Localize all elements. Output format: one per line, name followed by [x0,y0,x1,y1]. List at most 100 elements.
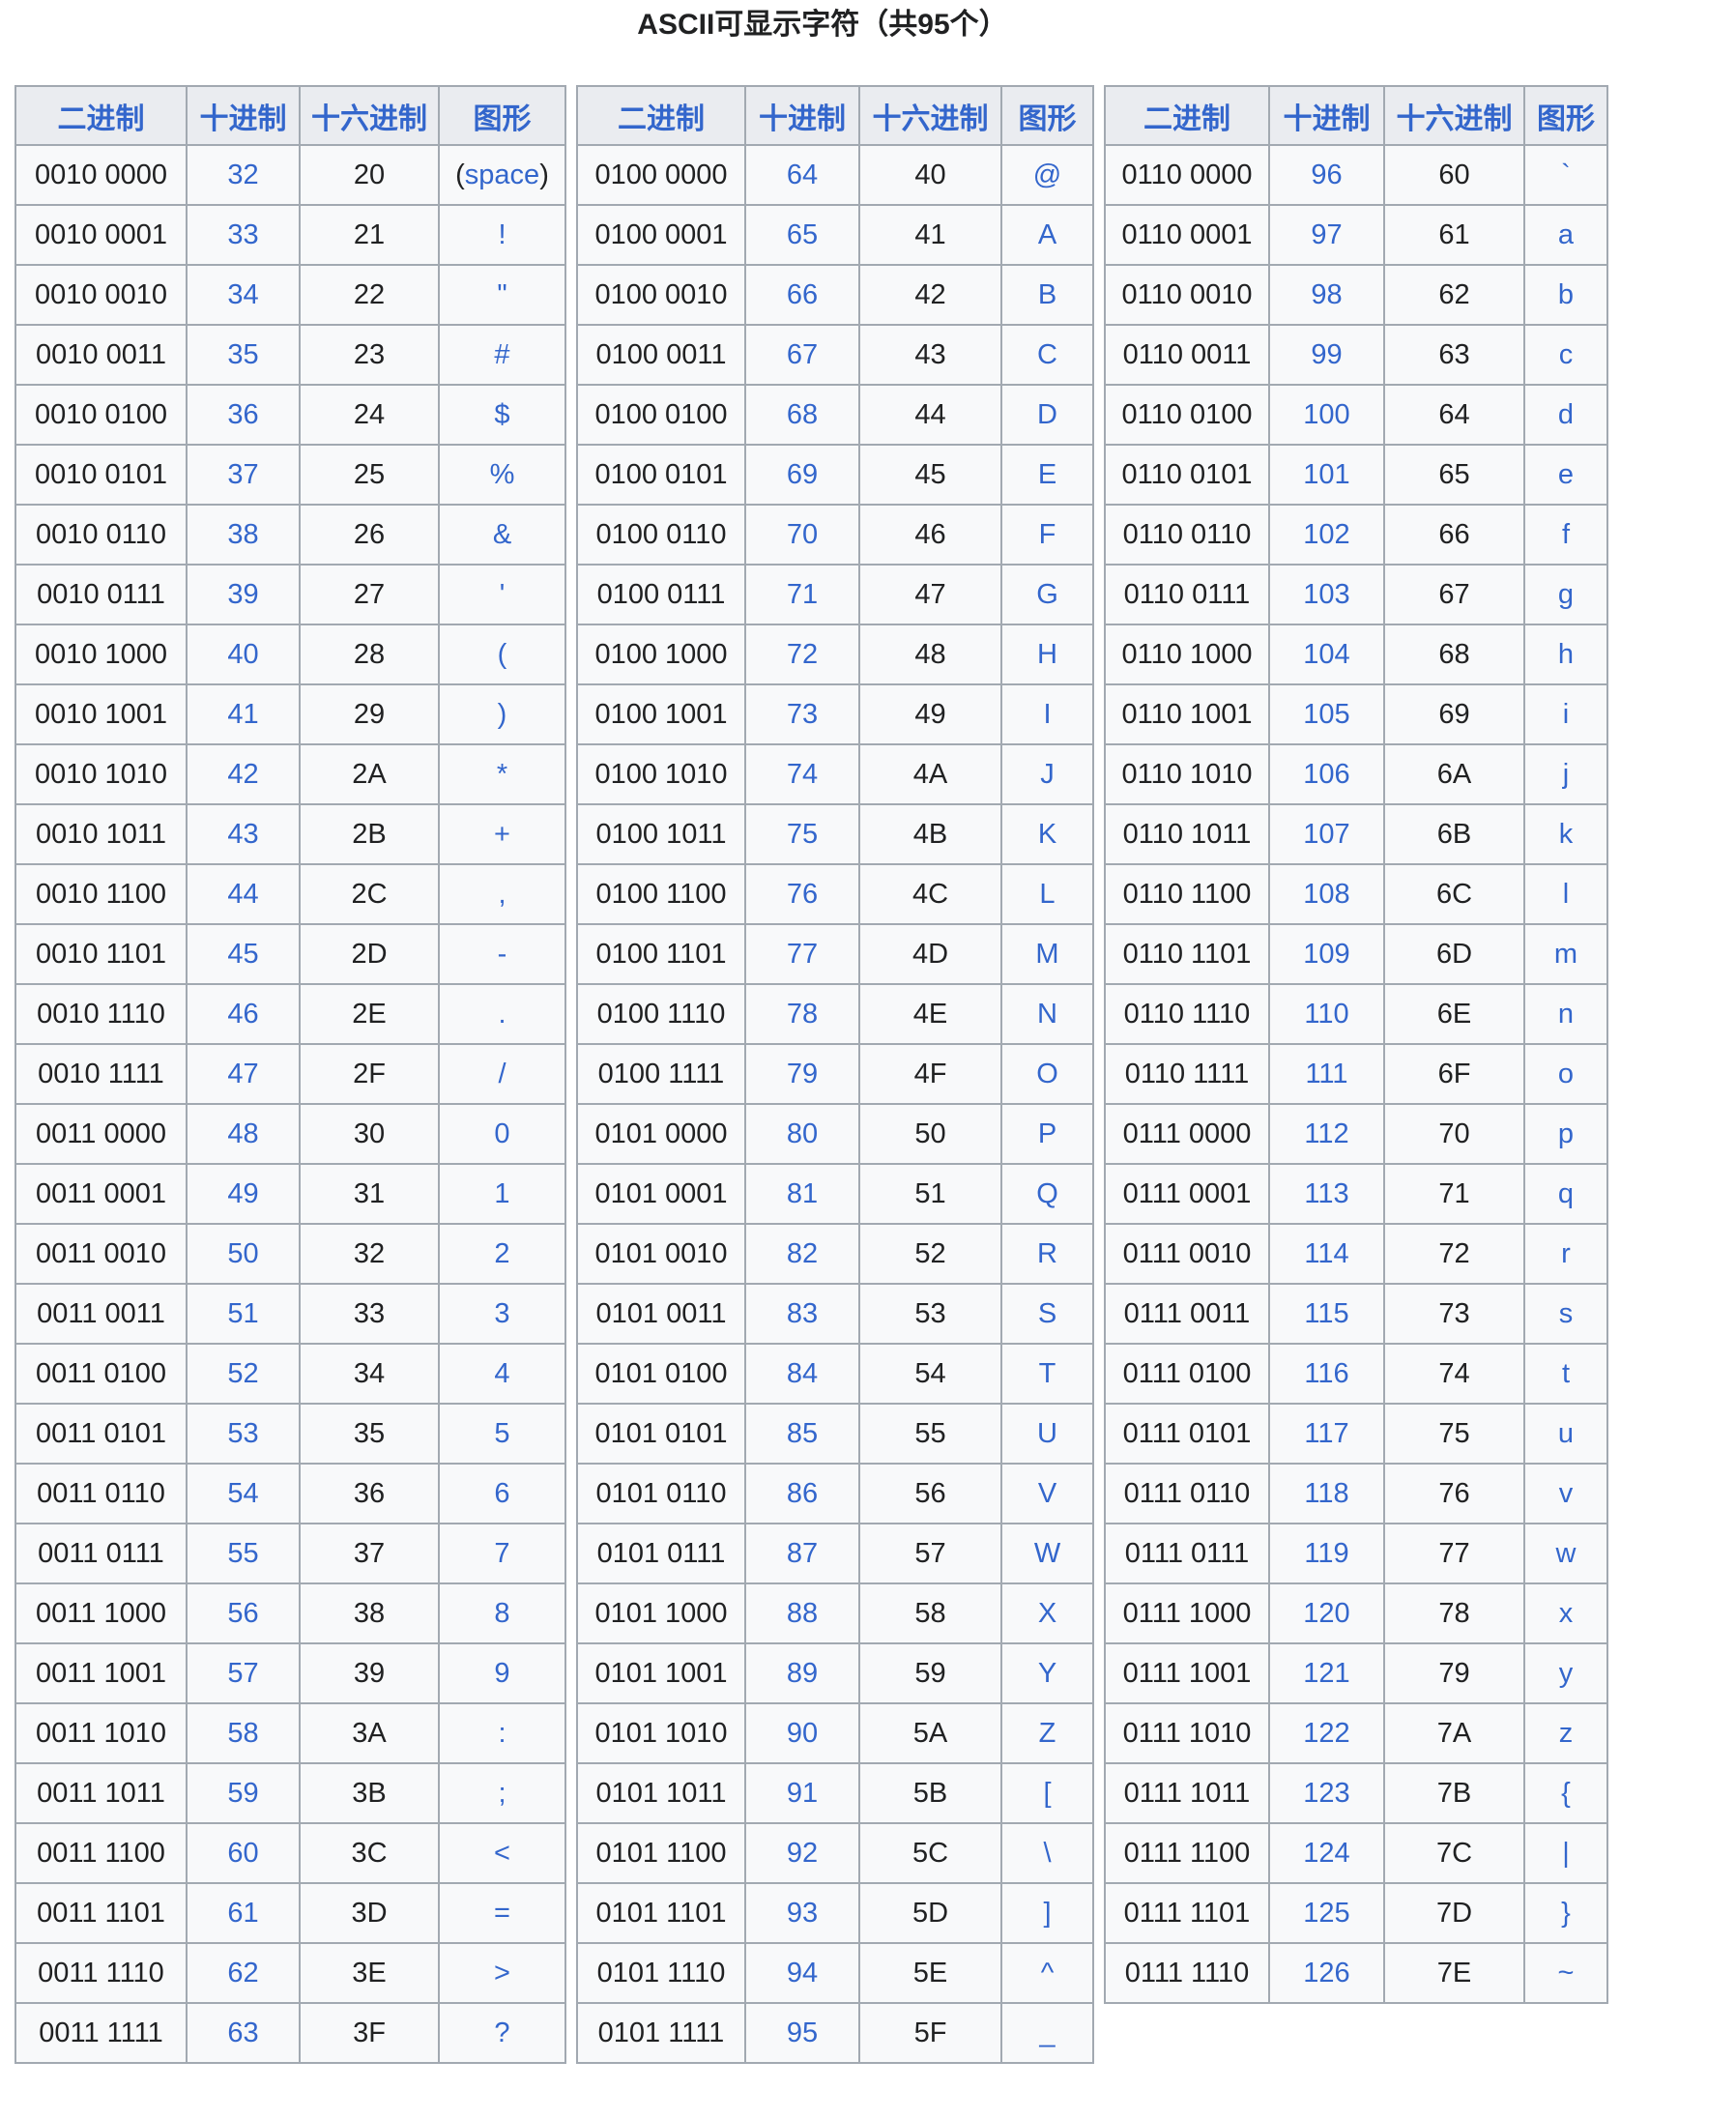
glyph-link[interactable]: [ [1043,1777,1052,1809]
glyph-link[interactable]: d [1557,398,1575,430]
glyph-link[interactable]: Y [1037,1657,1057,1689]
decimal-link[interactable]: 41 [227,698,259,730]
decimal-link[interactable]: 65 [786,218,819,250]
glyph-link[interactable]: e [1557,458,1575,490]
column-header-link-glyph[interactable]: 图形 [1018,102,1077,135]
decimal-link[interactable]: 104 [1303,638,1350,670]
glyph-link[interactable]: F [1038,518,1056,550]
glyph-link[interactable]: \ [1043,1837,1052,1869]
glyph-link[interactable]: L [1039,878,1056,910]
column-header-link-decimal[interactable]: 十进制 [759,102,846,135]
glyph-link[interactable]: S [1037,1297,1057,1329]
glyph-link[interactable]: 8 [494,1597,510,1629]
decimal-link[interactable]: 112 [1304,1118,1349,1149]
decimal-link[interactable]: 93 [786,1897,819,1929]
decimal-link[interactable]: 125 [1303,1897,1350,1929]
glyph-link[interactable]: @ [1032,159,1062,190]
column-header-link-binary[interactable]: 二进制 [1143,102,1230,135]
decimal-link[interactable]: 122 [1303,1717,1350,1749]
glyph-link[interactable]: B [1037,278,1057,310]
glyph-link[interactable]: G [1036,578,1058,610]
glyph-link[interactable]: / [498,1058,506,1089]
decimal-link[interactable]: 114 [1304,1237,1349,1269]
decimal-link[interactable]: 39 [227,578,259,610]
glyph-link[interactable]: R [1037,1237,1057,1269]
decimal-link[interactable]: 71 [786,578,819,610]
glyph-link[interactable]: Z [1038,1717,1056,1749]
decimal-link[interactable]: 113 [1304,1177,1349,1209]
decimal-link[interactable]: 37 [227,458,259,490]
decimal-link[interactable]: 88 [786,1597,819,1629]
glyph-link[interactable]: { [1561,1777,1571,1809]
decimal-link[interactable]: 57 [227,1657,259,1689]
decimal-link[interactable]: 68 [786,398,819,430]
decimal-link[interactable]: 80 [786,1118,819,1149]
glyph-link[interactable]: 5 [494,1417,510,1449]
glyph-link[interactable]: z [1558,1717,1574,1749]
glyph-link[interactable]: t [1561,1357,1571,1389]
glyph-link[interactable]: k [1558,818,1574,850]
glyph-link[interactable]: 3 [494,1297,510,1329]
decimal-link[interactable]: 123 [1303,1777,1350,1809]
glyph-link[interactable]: q [1557,1177,1575,1209]
glyph-link[interactable]: u [1557,1417,1575,1449]
decimal-link[interactable]: 60 [227,1837,259,1869]
glyph-link[interactable]: _ [1039,2017,1056,2048]
decimal-link[interactable]: 69 [786,458,819,490]
glyph-link[interactable]: # [494,338,510,370]
glyph-link[interactable]: I [1043,698,1052,730]
decimal-link[interactable]: 43 [227,818,259,850]
glyph-link[interactable]: " [497,278,507,310]
decimal-link[interactable]: 66 [786,278,819,310]
decimal-link[interactable]: 44 [227,878,259,910]
glyph-link[interactable]: Q [1036,1177,1058,1209]
glyph-link[interactable]: } [1561,1897,1571,1929]
decimal-link[interactable]: 87 [786,1537,819,1569]
glyph-link[interactable]: - [497,938,507,970]
decimal-link[interactable]: 102 [1303,518,1350,550]
decimal-link[interactable]: 52 [227,1357,259,1389]
decimal-link[interactable]: 81 [786,1177,819,1209]
decimal-link[interactable]: 85 [786,1417,819,1449]
glyph-link[interactable]: A [1037,218,1057,250]
column-header-link-hexadecimal[interactable]: 十六进制 [1396,102,1513,135]
glyph-link[interactable]: > [494,1957,510,1988]
glyph-link[interactable]: j [1562,758,1570,790]
decimal-link[interactable]: 54 [227,1477,259,1509]
decimal-link[interactable]: 61 [227,1897,259,1929]
decimal-link[interactable]: 72 [786,638,819,670]
column-header-link-binary[interactable]: 二进制 [57,102,145,135]
glyph-link[interactable]: J [1040,758,1055,790]
decimal-link[interactable]: 94 [786,1957,819,1988]
glyph-link[interactable]: m [1553,938,1578,970]
decimal-link[interactable]: 107 [1303,818,1350,850]
glyph-link[interactable]: + [494,818,510,850]
glyph-link[interactable]: U [1037,1417,1057,1449]
glyph-link[interactable]: v [1558,1477,1574,1509]
glyph-link[interactable]: 7 [494,1537,510,1569]
glyph-link[interactable]: O [1036,1058,1058,1089]
glyph-link[interactable]: P [1037,1118,1057,1149]
decimal-link[interactable]: 98 [1311,278,1343,310]
glyph-link[interactable]: M [1035,938,1059,970]
decimal-link[interactable]: 99 [1311,338,1343,370]
column-header-link-hexadecimal[interactable]: 十六进制 [311,102,427,135]
decimal-link[interactable]: 49 [227,1177,259,1209]
glyph-link[interactable]: ] [1043,1897,1052,1929]
glyph-link[interactable]: < [494,1837,510,1869]
decimal-link[interactable]: 105 [1303,698,1350,730]
decimal-link[interactable]: 124 [1303,1837,1350,1869]
decimal-link[interactable]: 75 [786,818,819,850]
decimal-link[interactable]: 40 [227,638,259,670]
decimal-link[interactable]: 92 [786,1837,819,1869]
glyph-link[interactable]: o [1557,1058,1575,1089]
decimal-link[interactable]: 35 [227,338,259,370]
decimal-link[interactable]: 50 [227,1237,259,1269]
decimal-link[interactable]: 77 [786,938,819,970]
decimal-link[interactable]: 97 [1311,218,1343,250]
decimal-link[interactable]: 73 [786,698,819,730]
glyph-link[interactable]: ' [499,578,506,610]
glyph-link[interactable]: N [1037,998,1057,1030]
decimal-link[interactable]: 84 [786,1357,819,1389]
glyph-link[interactable]: K [1037,818,1057,850]
